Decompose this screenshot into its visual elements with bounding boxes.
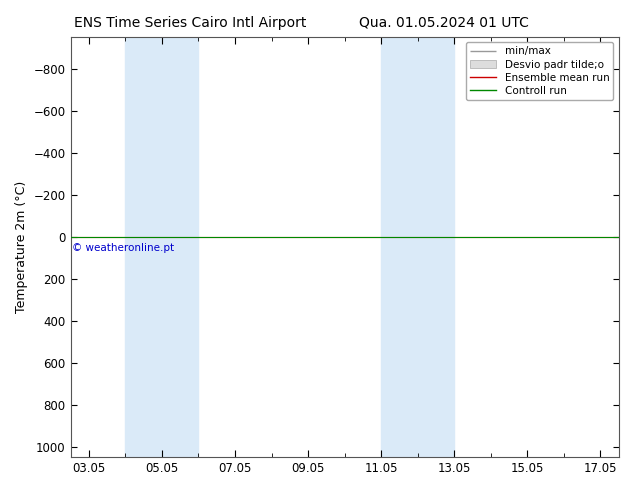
Bar (381, 37, 454, 457)
Text: ENS Time Series Cairo Intl Airport: ENS Time Series Cairo Intl Airport (74, 16, 306, 30)
Text: © weatheronline.pt: © weatheronline.pt (72, 243, 174, 253)
Text: Qua. 01.05.2024 01 UTC: Qua. 01.05.2024 01 UTC (359, 16, 529, 30)
Y-axis label: Temperature 2m (°C): Temperature 2m (°C) (15, 181, 28, 313)
Bar (126, 37, 198, 457)
Legend: min/max, Desvio padr tilde;o, Ensemble mean run, Controll run: min/max, Desvio padr tilde;o, Ensemble m… (466, 42, 614, 100)
